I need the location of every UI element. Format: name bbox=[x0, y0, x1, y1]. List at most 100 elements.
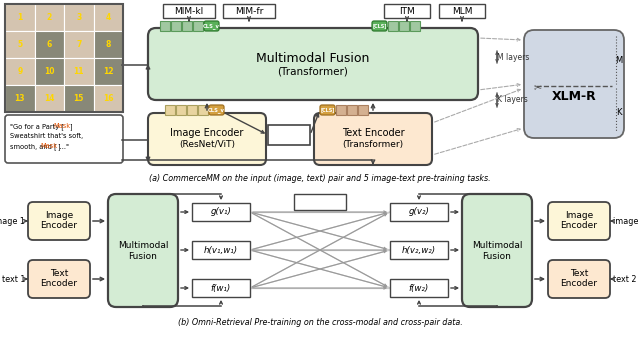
Bar bbox=[410, 21, 420, 31]
Text: image 1: image 1 bbox=[0, 216, 25, 226]
Bar bbox=[5, 85, 35, 112]
Text: (b) Omni-Retrieval Pre-training on the cross-modal and cross-pair data.: (b) Omni-Retrieval Pre-training on the c… bbox=[178, 318, 462, 327]
Bar bbox=[390, 279, 448, 297]
Bar bbox=[160, 21, 170, 31]
Bar bbox=[192, 203, 250, 221]
Text: f(w₁): f(w₁) bbox=[211, 283, 231, 293]
Bar bbox=[390, 203, 448, 221]
Bar bbox=[390, 241, 448, 259]
Text: [CLS]: [CLS] bbox=[320, 108, 335, 113]
FancyBboxPatch shape bbox=[204, 21, 219, 31]
Text: ]: ] bbox=[69, 123, 72, 130]
Bar bbox=[35, 85, 64, 112]
Bar bbox=[294, 194, 346, 210]
Text: XLM-R: XLM-R bbox=[552, 90, 596, 103]
Text: h(v₁,w₁): h(v₁,w₁) bbox=[204, 245, 238, 255]
Bar bbox=[5, 4, 35, 31]
Text: Text: Text bbox=[570, 269, 588, 279]
Bar bbox=[192, 279, 250, 297]
Text: K: K bbox=[616, 108, 621, 116]
Text: Image: Image bbox=[565, 211, 593, 221]
Text: K layers: K layers bbox=[497, 96, 528, 104]
Bar bbox=[64, 31, 93, 58]
Text: ITC: ITC bbox=[280, 130, 298, 140]
FancyBboxPatch shape bbox=[28, 260, 90, 298]
Text: 3: 3 bbox=[76, 13, 81, 22]
Bar bbox=[198, 105, 208, 115]
Bar bbox=[439, 4, 485, 18]
Text: Encoder: Encoder bbox=[40, 221, 77, 231]
Bar bbox=[64, 4, 93, 31]
Bar bbox=[193, 21, 203, 31]
Text: ITM: ITM bbox=[399, 6, 415, 16]
Text: 4: 4 bbox=[106, 13, 111, 22]
Bar bbox=[64, 58, 93, 85]
Bar bbox=[5, 58, 35, 85]
Text: Sweatshirt that's soft,: Sweatshirt that's soft, bbox=[10, 133, 83, 139]
Text: Fusion: Fusion bbox=[129, 252, 157, 261]
Text: Multimodal Fusion: Multimodal Fusion bbox=[256, 52, 370, 65]
Text: CLS_v: CLS_v bbox=[203, 23, 220, 29]
Text: MLM: MLM bbox=[452, 6, 472, 16]
Text: h(v₂,w₂): h(v₂,w₂) bbox=[402, 245, 436, 255]
Bar bbox=[5, 4, 123, 112]
FancyBboxPatch shape bbox=[548, 202, 610, 240]
Text: MIM-fr: MIM-fr bbox=[235, 6, 263, 16]
Bar bbox=[93, 58, 123, 85]
Bar bbox=[347, 105, 357, 115]
Text: Text: Text bbox=[50, 269, 68, 279]
FancyBboxPatch shape bbox=[5, 115, 123, 163]
Bar bbox=[187, 105, 197, 115]
Text: 5: 5 bbox=[17, 40, 22, 49]
Text: g(v₁): g(v₁) bbox=[211, 208, 232, 216]
Text: M: M bbox=[616, 56, 623, 65]
FancyBboxPatch shape bbox=[209, 105, 224, 115]
FancyBboxPatch shape bbox=[548, 260, 610, 298]
Bar bbox=[176, 105, 186, 115]
Bar bbox=[171, 21, 181, 31]
Text: (a) CommerceMM on the input (image, text) pair and 5 image-text pre-training tas: (a) CommerceMM on the input (image, text… bbox=[149, 174, 491, 183]
Text: "Go for a Party [: "Go for a Party [ bbox=[10, 123, 64, 130]
Bar bbox=[35, 31, 64, 58]
Text: 10: 10 bbox=[44, 67, 54, 76]
Text: 8: 8 bbox=[106, 40, 111, 49]
Text: (Transformer): (Transformer) bbox=[278, 67, 348, 77]
Text: 11: 11 bbox=[74, 67, 84, 76]
Bar bbox=[5, 31, 35, 58]
FancyBboxPatch shape bbox=[28, 202, 90, 240]
Text: Multimodal: Multimodal bbox=[118, 241, 168, 250]
Text: Encoder: Encoder bbox=[561, 221, 598, 231]
Text: Mask: Mask bbox=[40, 143, 57, 149]
Bar bbox=[399, 21, 409, 31]
Bar bbox=[163, 4, 215, 18]
Bar bbox=[182, 21, 192, 31]
FancyBboxPatch shape bbox=[148, 28, 478, 100]
FancyBboxPatch shape bbox=[108, 194, 178, 307]
Text: MIM-kl: MIM-kl bbox=[174, 6, 204, 16]
Text: text 2: text 2 bbox=[613, 275, 637, 283]
Text: Text Encoder: Text Encoder bbox=[342, 128, 404, 138]
FancyBboxPatch shape bbox=[372, 21, 387, 31]
Text: Image Encoder: Image Encoder bbox=[170, 128, 244, 138]
Text: 14: 14 bbox=[44, 94, 54, 103]
Bar bbox=[165, 105, 175, 115]
Bar bbox=[35, 58, 64, 85]
FancyBboxPatch shape bbox=[314, 113, 432, 165]
Bar bbox=[388, 21, 398, 31]
Bar bbox=[35, 4, 64, 31]
Text: Image: Image bbox=[45, 211, 73, 221]
Bar bbox=[192, 241, 250, 259]
Text: 1: 1 bbox=[17, 13, 22, 22]
Text: Encoder: Encoder bbox=[40, 280, 77, 288]
Bar bbox=[223, 4, 275, 18]
Text: Multimodal: Multimodal bbox=[472, 241, 522, 250]
Bar bbox=[336, 105, 346, 115]
Text: 7: 7 bbox=[76, 40, 81, 49]
Bar bbox=[384, 4, 430, 18]
Text: M layers: M layers bbox=[497, 53, 529, 61]
Text: CLS_v: CLS_v bbox=[208, 107, 225, 113]
FancyBboxPatch shape bbox=[462, 194, 532, 307]
Text: 16: 16 bbox=[103, 94, 113, 103]
Text: Contrastive: Contrastive bbox=[296, 197, 344, 207]
Text: g(v₂): g(v₂) bbox=[408, 208, 429, 216]
